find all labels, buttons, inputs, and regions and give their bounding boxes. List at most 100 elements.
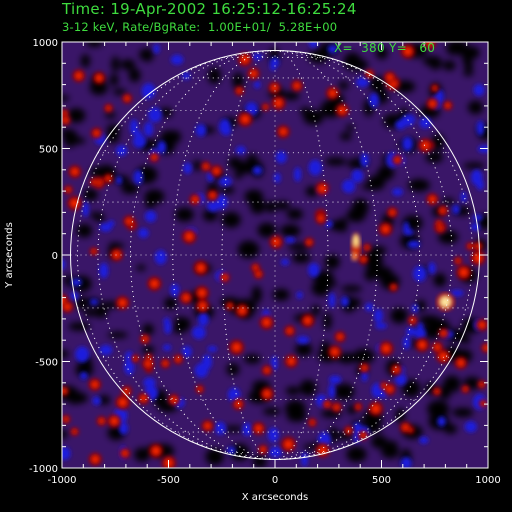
dark-speckle	[62, 429, 69, 439]
red-speckle-core	[96, 75, 103, 81]
red-speckle-core	[437, 221, 441, 226]
blue-speckle	[226, 446, 236, 455]
red-speckle-core	[241, 115, 249, 123]
dark-speckle	[83, 308, 98, 317]
red-speckle-core	[253, 265, 258, 270]
dark-speckle	[237, 240, 260, 259]
red-speckle-core	[372, 405, 380, 413]
red-speckle-core	[94, 130, 99, 136]
red-speckle-core	[325, 402, 329, 407]
dark-speckle	[144, 189, 165, 204]
blue-speckle	[170, 283, 180, 297]
dark-speckle	[462, 50, 473, 67]
red-speckle-core	[418, 341, 426, 349]
blue-speckle	[419, 436, 429, 444]
blue-speckle	[181, 71, 191, 80]
blue-speckle	[428, 262, 436, 275]
dark-speckle	[76, 223, 93, 238]
dark-speckle	[120, 59, 136, 70]
blue-speckle	[356, 77, 370, 88]
blue-speckle	[419, 117, 432, 129]
blue-speckle	[301, 452, 308, 467]
blue-speckle	[340, 296, 350, 307]
dark-speckle	[333, 383, 355, 400]
dark-speckle	[353, 350, 370, 359]
dark-speckle	[425, 151, 444, 163]
dark-speckle	[463, 162, 486, 170]
red-speckle-core	[66, 187, 71, 192]
x-tick-label: 1000	[475, 475, 500, 486]
dark-speckle	[244, 189, 264, 204]
blue-speckle	[162, 344, 172, 351]
red-speckle-core	[151, 280, 158, 287]
red-speckle-core	[479, 382, 484, 387]
blue-speckle	[197, 312, 209, 327]
blue-speckle	[267, 427, 279, 443]
red-speckle-core	[71, 199, 78, 207]
red-speckle-core	[213, 168, 220, 174]
blue-speckle	[141, 83, 156, 100]
red-speckle-core	[484, 345, 488, 350]
dark-speckle	[329, 426, 338, 444]
blue-speckle	[144, 210, 157, 223]
blue-speckle	[181, 345, 192, 358]
dark-speckle	[67, 392, 88, 404]
blue-speckle	[252, 165, 263, 175]
red-speckle-core	[435, 389, 439, 394]
red-speckle-core	[263, 319, 270, 326]
red-speckle-core	[382, 384, 386, 388]
blue-speckle	[99, 344, 113, 356]
dark-speckle	[325, 157, 347, 166]
red-speckle-core	[62, 389, 67, 394]
red-speckle-core	[63, 117, 68, 123]
blue-speckle	[194, 363, 209, 378]
blue-speckle	[254, 80, 261, 89]
blue-speckle	[308, 262, 320, 278]
dark-speckle	[337, 352, 357, 364]
dark-speckle	[128, 68, 141, 83]
blue-speckle	[328, 292, 336, 308]
dark-speckle	[104, 111, 117, 119]
dark-speckle	[427, 400, 450, 418]
x-tick-label: 0	[272, 475, 278, 486]
red-speckle-core	[255, 425, 262, 432]
red-speckle-core	[185, 233, 193, 240]
red-speckle-core	[163, 361, 168, 366]
x-axis-label: X arcseconds	[242, 492, 308, 503]
red-speckle-core	[346, 428, 351, 433]
blue-speckle	[406, 327, 416, 337]
dark-speckle	[390, 307, 408, 324]
red-speckle-core	[122, 451, 128, 456]
red-speckle-core	[387, 386, 393, 392]
blue-speckle	[460, 191, 467, 203]
blue-speckle	[192, 326, 206, 340]
dark-speckle	[441, 198, 455, 205]
dark-speckle	[243, 354, 261, 364]
red-speckle-core	[434, 344, 440, 350]
red-speckle-core	[427, 42, 433, 46]
red-speckle-core	[197, 264, 205, 272]
red-speckle-core	[210, 192, 215, 198]
red-speckle-core	[272, 238, 280, 246]
blue-speckle	[129, 119, 139, 135]
dark-speckle	[434, 274, 445, 286]
red-speckle-core	[307, 240, 312, 245]
dark-speckle	[109, 73, 119, 87]
blue-speckle	[450, 289, 464, 297]
red-speckle-core	[261, 447, 266, 452]
dark-speckle	[221, 211, 241, 228]
red-speckle-core	[111, 417, 118, 425]
red-speckle-core	[387, 74, 393, 81]
blue-speckle	[170, 54, 184, 65]
blue-speckle	[407, 240, 421, 249]
blue-speckle	[207, 345, 218, 352]
dark-speckle	[401, 379, 421, 398]
dark-speckle	[285, 386, 300, 396]
blue-speckle	[219, 176, 232, 187]
longitude-line	[130, 50, 420, 460]
blue-speckle	[132, 134, 147, 149]
y-tick-label: 0	[52, 251, 58, 262]
dark-speckle	[262, 407, 281, 416]
dark-speckle	[323, 312, 332, 330]
